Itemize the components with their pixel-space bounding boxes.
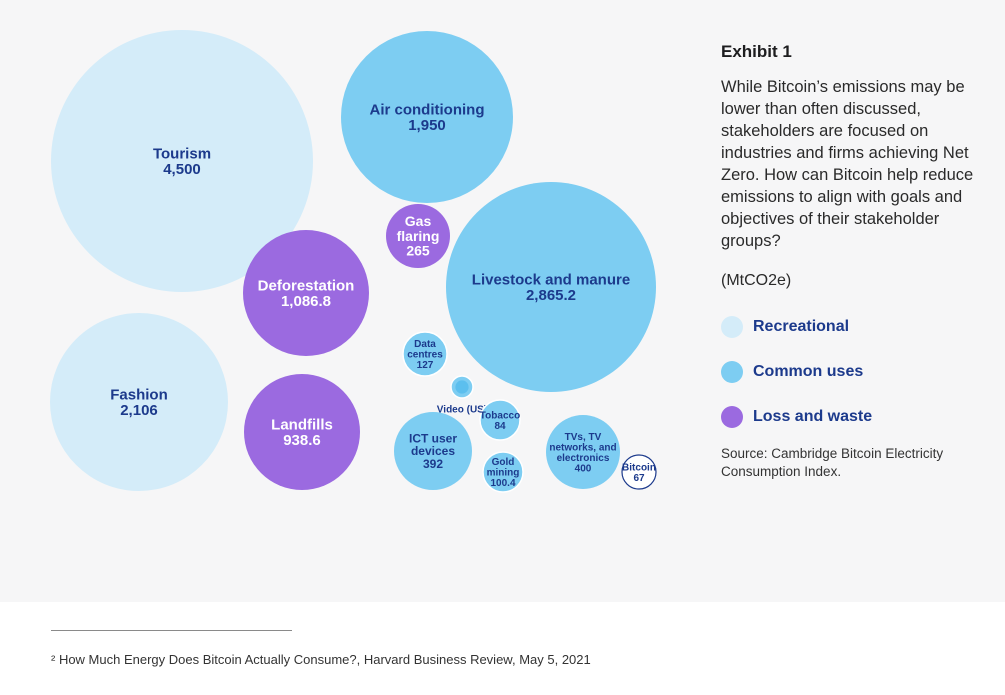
bubble-landfills: Landfills 938.6 <box>244 374 360 490</box>
legend-item-recreational: Recreational <box>721 304 991 349</box>
bubble-tvs-tv-networks-and-electronics: TVs, TV networks, and electronics 400 <box>546 415 620 489</box>
bubble-name: flaring <box>397 228 440 244</box>
legend: Recreational Common uses Loss and waste <box>721 304 991 439</box>
bubble-tobacco: Tobacco 84 <box>479 399 521 441</box>
legend-label: Recreational <box>753 317 850 335</box>
bubble-circle <box>386 204 450 268</box>
bubble-video-us: Video (US) <box>437 375 487 416</box>
bubble-value: 938.6 <box>283 432 321 449</box>
bubble-value: 400 <box>575 463 592 474</box>
bubble-name: Landfills <box>271 416 333 433</box>
legend-swatch-common-uses <box>721 360 743 383</box>
bubble-name: Air conditioning <box>370 101 485 118</box>
bubble-gas-flaring: Gas flaring 265 <box>386 204 450 268</box>
bubble-fashion: Fashion 2,106 <box>50 313 228 491</box>
bubble-value: 4,500 <box>163 161 201 178</box>
bubble-chart: Tourism 4,500 Fashion 2,106 Air conditioning… <box>50 30 657 493</box>
bubble-circle <box>50 313 228 491</box>
bubble-circle <box>243 230 369 356</box>
bubble-circle <box>341 31 513 203</box>
bubble-value: 2,865.2 <box>526 287 576 304</box>
bubble-name: networks, and <box>549 442 616 453</box>
bubble-circle <box>394 412 472 490</box>
bubble-name: Tobacco <box>480 410 520 421</box>
bubble-circle <box>446 182 656 392</box>
bubble-circle <box>402 331 448 377</box>
bubble-gold-mining: Gold mining 100.4 <box>482 451 524 493</box>
bubble-name: electronics <box>557 453 610 464</box>
source-note: Source: Cambridge Bitcoin Electricity Co… <box>721 446 944 479</box>
unit-label: (MtCO2e) <box>721 272 792 289</box>
bubble-circle <box>482 451 524 493</box>
legend-swatch-recreational <box>721 315 743 338</box>
bubble-label: Fashion 2,106 <box>110 386 168 419</box>
bubble-circle <box>51 30 313 292</box>
bubble-name: devices <box>411 444 455 458</box>
bubble-bitcoin: Bitcoin 67 <box>621 454 657 490</box>
bubble-label: Video (US) <box>437 405 487 416</box>
bubble-value: 1,950 <box>408 117 446 134</box>
legend-item-common-uses: Common uses <box>721 349 991 394</box>
bubble-value: 127 <box>417 360 434 371</box>
bubble-circle <box>479 399 521 441</box>
bubble-value: 265 <box>406 243 430 259</box>
bubble-label: Bitcoin 67 <box>622 462 656 484</box>
bubble-value: 84 <box>494 421 506 432</box>
legend-label: Loss and waste <box>753 407 873 425</box>
bubble-label: Gas flaring 265 <box>397 213 440 258</box>
bubble-label: Tourism 4,500 <box>153 145 211 178</box>
bubble-ict-user-devices: ICT user devices 392 <box>394 412 472 490</box>
bubble-name: ICT user <box>409 432 457 446</box>
bubble-deforestation: Deforestation 1,086.8 <box>243 230 369 356</box>
bubble-tourism: Tourism 4,500 <box>51 30 313 292</box>
exhibit-description: While Bitcoin’s emissions may be lower t… <box>721 78 974 250</box>
bubble-label: TVs, TV networks, and electronics 400 <box>549 432 616 475</box>
bubble-name: Livestock and manure <box>472 271 630 288</box>
bubble-name: Video (US) <box>437 405 487 416</box>
bubble-name: mining <box>487 468 520 479</box>
footnote: ² How Much Energy Does Bitcoin Actually … <box>51 652 591 667</box>
bubble-name: Gas <box>405 213 432 229</box>
bubble-name: Fashion <box>110 386 168 403</box>
bubble-value: 100.4 <box>490 478 515 489</box>
legend-item-loss-and-waste: Loss and waste <box>721 394 991 439</box>
bubble-inner-dot <box>455 380 469 394</box>
bubble-name: Bitcoin <box>622 462 656 473</box>
bubble-name: Data <box>414 339 436 350</box>
bubble-circle <box>621 454 657 490</box>
bubble-label: Deforestation 1,086.8 <box>258 277 355 310</box>
bubble-name: Gold <box>492 457 515 468</box>
bubble-value: 67 <box>633 473 645 484</box>
bubble-data-centres: Data centres 127 <box>402 331 448 377</box>
bubble-air-conditioning: Air conditioning 1,950 <box>341 31 513 203</box>
bubble-label: Tobacco 84 <box>480 410 520 432</box>
bubble-name: TVs, TV <box>565 432 602 443</box>
legend-label: Common uses <box>753 362 864 380</box>
footnote-divider <box>51 630 292 631</box>
bubble-label: Air conditioning 1,950 <box>370 101 485 134</box>
bubble-value: 392 <box>423 457 443 471</box>
bubble-label: ICT user devices 392 <box>409 432 457 471</box>
bubble-label: Landfills 938.6 <box>271 416 333 449</box>
bubble-livestock-and-manure: Livestock and manure 2,865.2 <box>446 182 656 392</box>
bubble-label: Data centres 127 <box>407 339 443 371</box>
bubble-name: Tourism <box>153 145 211 162</box>
exhibit-sidebar: Exhibit 1 While Bitcoin’s emissions may … <box>721 42 991 481</box>
bubble-label: Gold mining 100.4 <box>487 457 520 489</box>
bubble-value: 2,106 <box>120 402 158 419</box>
bubble-circle <box>546 415 620 489</box>
legend-swatch-loss-and-waste <box>721 405 743 428</box>
bubble-label: Livestock and manure 2,865.2 <box>472 271 630 304</box>
bubble-circle <box>244 374 360 490</box>
bubble-name: centres <box>407 350 443 361</box>
bubble-value: 1,086.8 <box>281 293 331 310</box>
exhibit-title: Exhibit 1 <box>721 42 792 61</box>
bubble-name: Deforestation <box>258 277 355 294</box>
